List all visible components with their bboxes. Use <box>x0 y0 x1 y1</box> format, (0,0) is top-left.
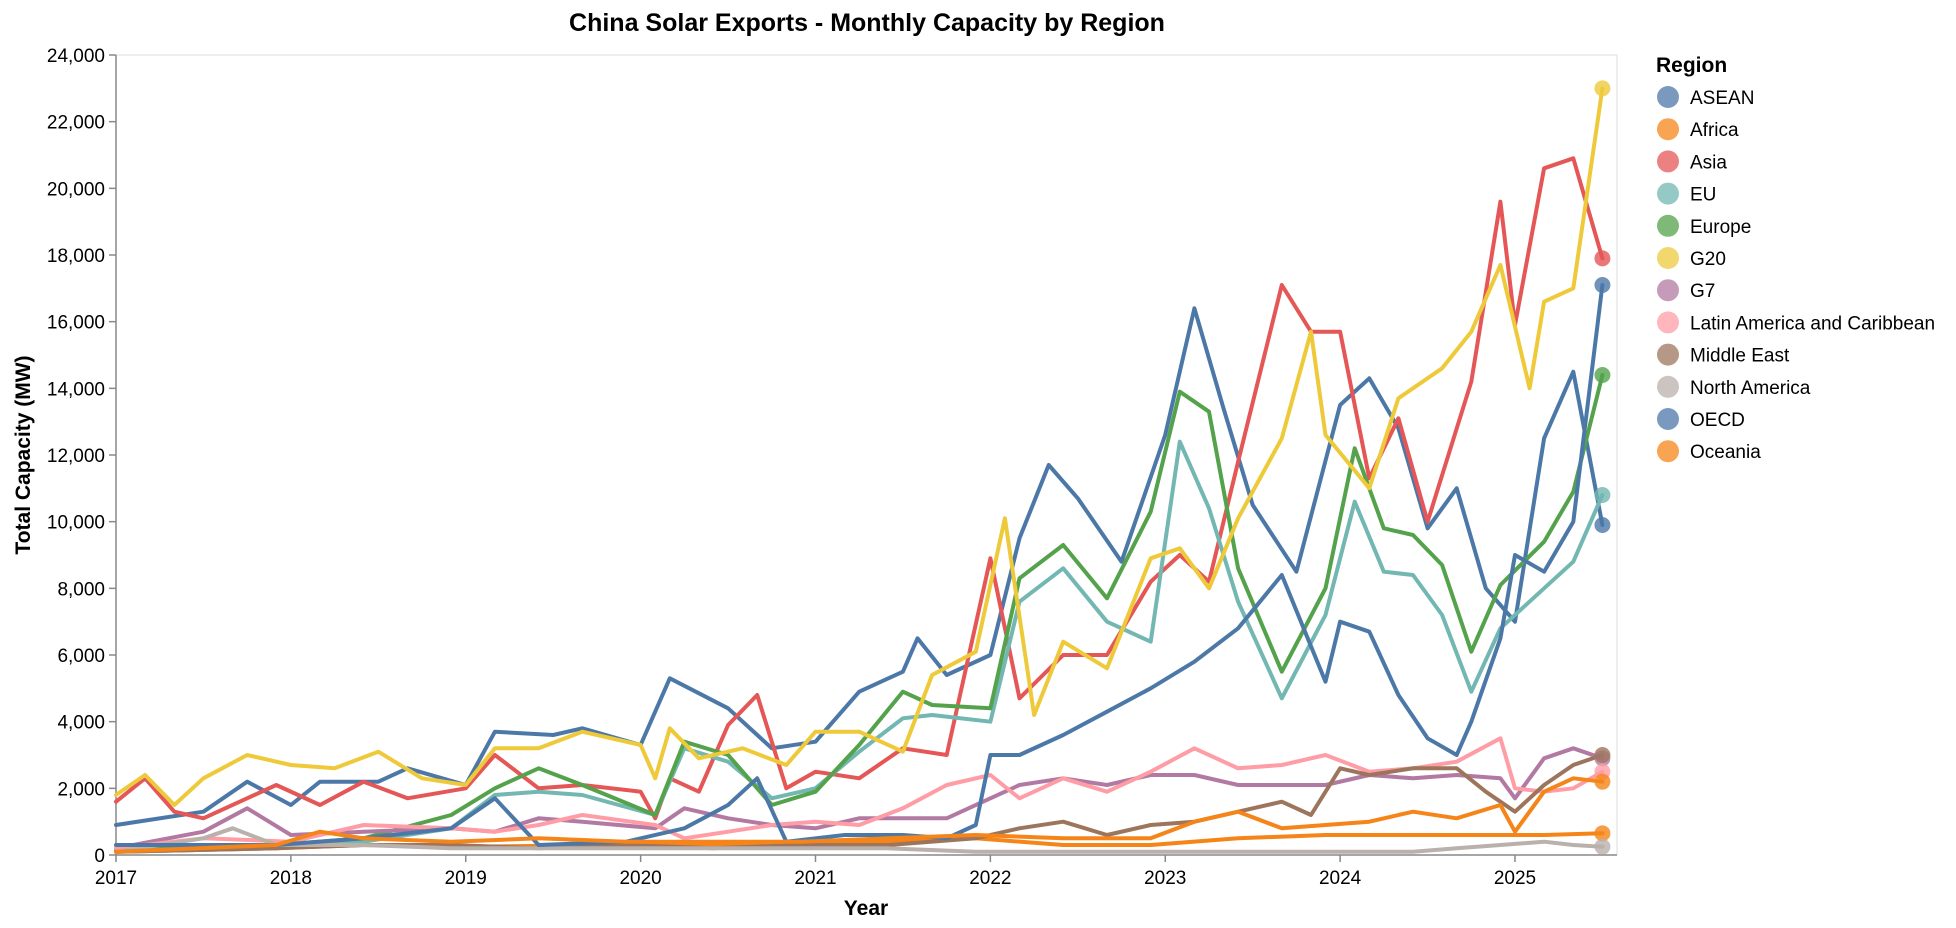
series-line-eu <box>114 439 1605 854</box>
y-axis: 0 2,000 4,000 6,000 8,000 10,000 12,000 14,000 1… <box>47 46 116 867</box>
x-tick-label: 2021 <box>794 868 836 889</box>
legend-swatch-g7 <box>1657 279 1679 302</box>
legend-label-g7: G7 <box>1690 281 1715 302</box>
legend-swatch-europe <box>1657 214 1679 237</box>
legend-swatch-asean <box>1657 86 1679 108</box>
endpoint-g20 <box>1594 80 1611 97</box>
y-tick-label: 4,000 <box>57 713 105 734</box>
x-axis-title: Year <box>844 897 888 920</box>
chart-title: China Solar Exports - Monthly Capacity b… <box>569 9 1165 37</box>
y-tick-label: 10,000 <box>47 513 105 534</box>
endpoint-north-america <box>1594 838 1611 855</box>
legend-swatch-north-america <box>1657 375 1679 398</box>
x-tick-label: 2019 <box>445 868 487 889</box>
x-tick-label: 2025 <box>1494 868 1536 889</box>
legend-swatch-oecd <box>1657 408 1679 430</box>
x-axis: 2017 2018 2019 2020 2021 2022 2023 2024 2025 <box>95 855 1536 889</box>
legend-label-oceania: Oceania <box>1690 442 1761 463</box>
endpoint-europe <box>1594 367 1611 383</box>
y-axis-title: Total Capacity (MW) <box>12 355 35 554</box>
y-tick-label: 12,000 <box>47 446 105 467</box>
series-lines <box>114 86 1605 854</box>
endpoint-oceania <box>1594 773 1611 790</box>
y-tick-label: 2,000 <box>57 779 105 800</box>
y-tick-label: 24,000 <box>47 46 105 67</box>
x-tick-label: 2024 <box>1319 868 1362 889</box>
legend: ASEAN Africa Asia EU Europe G20 G7 Latin Americ… <box>1657 86 1935 463</box>
y-tick-label: 8,000 <box>57 579 105 600</box>
legend-swatch-g20 <box>1657 247 1679 269</box>
endpoint-africa <box>1594 825 1611 842</box>
y-tick-label: 0 <box>94 846 105 867</box>
x-tick-label: 2017 <box>95 868 137 889</box>
series-line-latin-america-and-caribbean <box>114 736 1605 851</box>
y-tick-label: 14,000 <box>47 379 105 400</box>
legend-label-g20: G20 <box>1690 249 1726 270</box>
legend-label-africa: Africa <box>1690 120 1739 141</box>
legend-swatch-oceania <box>1657 440 1679 463</box>
legend-label-oecd: OECD <box>1690 410 1745 431</box>
legend-swatch-africa <box>1657 118 1679 141</box>
endpoint-middle-east <box>1594 747 1611 763</box>
legend-label-north-america: North America <box>1690 378 1811 399</box>
legend-label-asean: ASEAN <box>1690 88 1754 109</box>
y-tick-label: 20,000 <box>47 179 105 200</box>
legend-label-asia: Asia <box>1690 152 1727 173</box>
series-line-europe <box>114 373 1605 852</box>
x-tick-label: 2022 <box>969 868 1011 889</box>
legend-swatch-middle-east <box>1657 343 1679 366</box>
x-tick-label: 2018 <box>270 868 312 889</box>
legend-label-europe: Europe <box>1690 217 1751 238</box>
y-tick-label: 16,000 <box>47 313 105 334</box>
legend-label-middle-east: Middle East <box>1690 346 1790 367</box>
endpoint-eu <box>1594 487 1611 503</box>
series-endpoints <box>1594 80 1611 855</box>
series-line-north-america <box>114 826 1605 854</box>
series-line-oceania <box>114 776 1605 854</box>
legend-label-latin-america-and-caribbean: Latin America and Caribbean <box>1690 313 1935 334</box>
legend-swatch-latin-america-and-caribbean <box>1657 311 1679 334</box>
x-tick-label: 2023 <box>1144 868 1186 889</box>
y-tick-label: 18,000 <box>47 246 105 267</box>
legend-title: Region <box>1656 54 1727 77</box>
endpoint-asia <box>1594 250 1611 267</box>
legend-label-eu: EU <box>1690 185 1716 206</box>
y-tick-label: 22,000 <box>47 113 105 134</box>
x-tick-label: 2020 <box>619 868 661 889</box>
series-line-g20 <box>114 86 1605 807</box>
legend-swatch-asia <box>1657 150 1679 173</box>
endpoint-asean <box>1594 517 1611 533</box>
legend-swatch-eu <box>1657 182 1679 205</box>
endpoint-oecd <box>1594 277 1611 293</box>
series-line-oecd <box>114 283 1605 847</box>
y-tick-label: 6,000 <box>57 646 105 667</box>
series-line-asia <box>114 156 1605 821</box>
